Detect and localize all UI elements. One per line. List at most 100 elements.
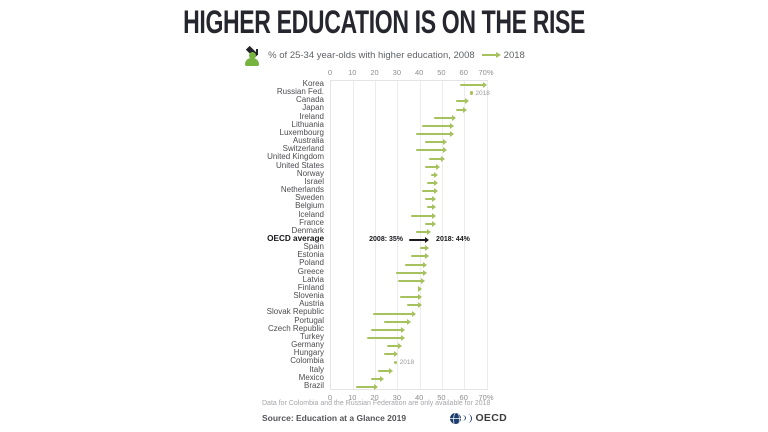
arrow-shaft: [429, 157, 442, 160]
arrow-shaft: [371, 377, 382, 380]
row-label: Belgium: [295, 201, 324, 211]
arrow-shaft: [355, 385, 375, 388]
arrow-head: [373, 383, 378, 390]
arrow-head: [393, 351, 398, 358]
row-label: Slovenia: [293, 291, 324, 301]
row-label: Norway: [296, 168, 324, 178]
arrow-shaft: [460, 84, 484, 87]
arrow-head: [425, 237, 430, 244]
arrow-shaft: [411, 255, 427, 258]
arrow-head: [449, 131, 454, 138]
page-title: HIGHER EDUCATION IS ON THE RISE: [0, 4, 768, 41]
axis-tick-label: 0: [327, 393, 333, 402]
arrow-shaft: [455, 100, 467, 103]
plot-area: 2018 2008: 35% 2018: 44% 2018: [330, 80, 490, 390]
row-label: Hungary: [293, 348, 324, 358]
arrow-head: [465, 98, 470, 105]
arrow-head: [433, 171, 438, 178]
gridline: [419, 81, 421, 389]
arrow-shaft: [431, 173, 435, 176]
arrow-shaft: [371, 328, 402, 331]
oecd-2008-annotation: 2008: 35%: [369, 236, 403, 244]
arrow-head: [433, 188, 438, 195]
row-label: Israel: [304, 176, 324, 186]
arrow-shaft: [386, 345, 400, 348]
arrow-head: [442, 147, 447, 154]
logo-arc-icon: [462, 415, 467, 421]
row-label: Italy: [309, 364, 324, 374]
axis-tick-label: 50: [437, 393, 446, 402]
axis-tick-label: 60: [459, 393, 468, 402]
arrow-head: [431, 212, 436, 219]
arrow-head: [398, 343, 403, 350]
arrow-head: [449, 122, 454, 129]
graduate-body: [245, 57, 260, 66]
row-label: Czech Republic: [267, 323, 324, 333]
row-label: United States: [275, 160, 324, 170]
axis-tick-label: 30: [392, 393, 402, 402]
axis-tick-label: 0: [327, 68, 333, 77]
row-label: United Kingdom: [267, 152, 324, 162]
arrow-head: [400, 326, 405, 333]
footnote: Data for Colombia and the Russian Federa…: [262, 400, 491, 407]
arrow-head: [431, 204, 436, 211]
gridline: [486, 81, 488, 389]
row-label: Australia: [292, 136, 324, 146]
row-label: Korea: [302, 78, 324, 88]
gridline: [397, 81, 399, 389]
arrow-shaft: [420, 247, 427, 250]
arrow-shaft: [404, 263, 424, 266]
arrow-shaft: [395, 271, 424, 274]
axis-tick-label: 10: [348, 68, 357, 77]
axis-top: 0 10 20 30 40 50 60 70%: [328, 68, 494, 77]
arrow-head: [433, 179, 438, 186]
arrow-shaft: [397, 279, 422, 282]
subtitle-text-2008: % of 25-34 year-olds with higher educati…: [268, 49, 475, 61]
gridline: [352, 81, 354, 389]
arrow-head: [431, 196, 436, 203]
row-label: Mexico: [298, 372, 324, 382]
arrow-head: [462, 106, 467, 113]
only-2018-label: 2018: [475, 89, 490, 97]
row-label: France: [299, 217, 324, 227]
arrow-shaft: [422, 190, 435, 193]
axis-tick-label: 20: [370, 68, 379, 77]
arrow-head: [418, 286, 423, 293]
row-label: Japan: [302, 103, 324, 113]
arrow-head: [483, 82, 487, 89]
footer: Data for Colombia and the Russian Federa…: [262, 399, 507, 424]
row-label: Denmark: [291, 225, 324, 235]
axis-tick-label: 40: [414, 393, 424, 402]
arrow-head: [427, 228, 432, 235]
arrow-shaft: [455, 108, 464, 111]
row-label: Estonia: [297, 250, 324, 260]
arrow-chart: 0 10 20 30 40 50 60 70% Korea Russian Fed. Canada…: [0, 68, 768, 406]
arrow-shaft: [422, 124, 451, 127]
arrow-head: [422, 261, 427, 268]
arrow-head: [380, 375, 385, 382]
row-label: Switzerland: [282, 144, 324, 154]
arrow-shaft: [411, 214, 433, 217]
data-dot-2018: [469, 91, 474, 95]
row-label: Netherlands: [280, 185, 324, 195]
row-label: Colombia: [290, 356, 324, 366]
graduate-icon: [243, 45, 261, 66]
row-label: Germany: [291, 340, 324, 350]
axis-tick-label: 20: [370, 393, 379, 402]
row-label: Poland: [299, 258, 324, 268]
arrow-shaft: [415, 149, 444, 152]
axis-tick-label: 70%: [478, 393, 494, 402]
arrow-shaft: [415, 133, 451, 136]
arrow-head: [420, 277, 425, 284]
arrow-shaft: [366, 336, 402, 339]
arrow-head: [442, 139, 447, 146]
arrow-head: [411, 310, 416, 317]
arrow-head: [431, 220, 436, 227]
arrow-shaft: [424, 141, 444, 144]
oecd-logo: OECD: [449, 412, 507, 424]
axis-tick-label: 70%: [478, 68, 494, 77]
gridline: [441, 81, 443, 389]
chart-subtitle: % of 25-34 year-olds with higher educati…: [0, 44, 768, 66]
arrow-shaft: [433, 116, 453, 119]
